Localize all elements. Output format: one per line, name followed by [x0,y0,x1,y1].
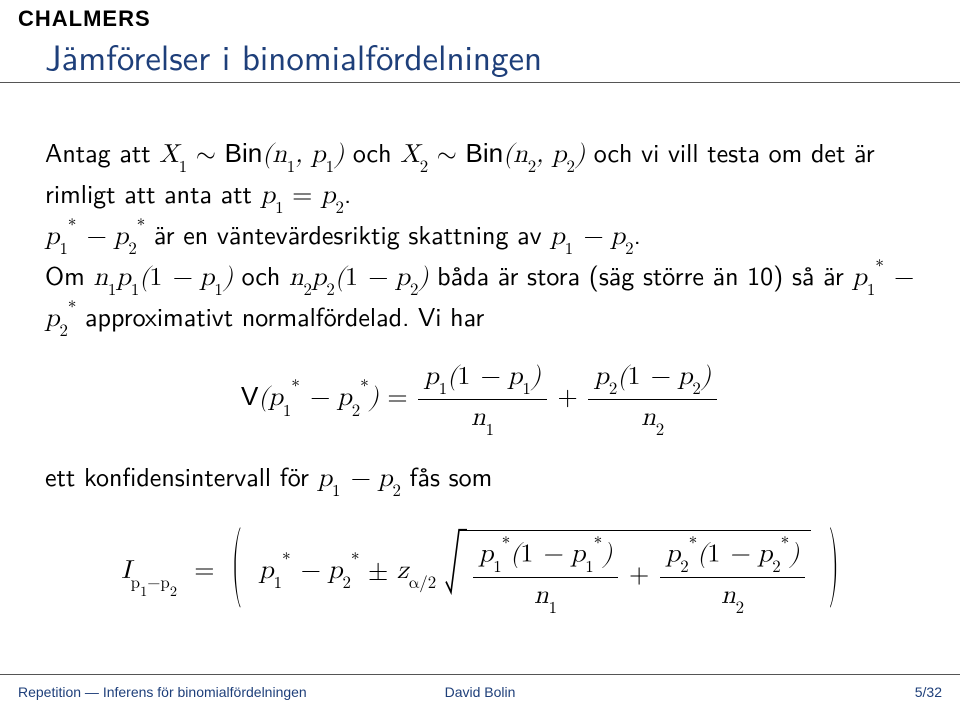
text: båda är stora (säg större än 10) så är [429,256,853,294]
math-inline: p1 − p2 [550,224,633,250]
text: och [233,256,289,294]
display-equation-interval: Ip1−p2 = ( p1∗ − p2∗ ± zα/2 p1∗(1 − p1∗)… [45,528,915,617]
math-inline: n1p1(1 − p1) [93,265,233,291]
text: . [344,174,351,212]
footer-right: 5/32 [915,684,942,700]
math-inline: p1 − p2 [318,466,401,492]
math-inline: p1∗ − p2∗ [45,224,145,250]
slide: CHALMERS Jämförelser i binomialfördelnin… [0,0,960,711]
text: fås som [401,457,492,495]
math-inline: X1 ∼ Bin(n1, p1) [159,142,344,168]
paragraph-3: Om n1p1(1 − p1) och n2p2(1 − p2) båda är… [45,258,915,340]
math-inline: p1 = p2 [261,183,344,209]
slide-title: Jämförelser i binomialfördelningen [45,30,542,81]
text: approximativt normalfördelad. Vi har [76,297,484,335]
footer-center: David Bolin [0,684,960,700]
text: ett konfidensintervall för [45,457,318,495]
text: är en väntevärdesriktig skattning av [145,215,550,253]
brand-logo: CHALMERS [18,6,151,32]
display-equation-variance: V(p1∗ − p2∗) = p1(1 − p1)n1 + p2(1 − p2)… [45,360,915,439]
paragraph-1: Antag att X1 ∼ Bin(n1, p1) och X2 ∼ Bin(… [45,135,915,217]
text: och [344,133,400,171]
footer: Repetition — Inferens för binomialfördel… [0,675,960,711]
math-inline: n2p2(1 − p2) [289,265,429,291]
paragraph-2: p1∗ − p2∗ är en väntevärdesriktig skattn… [45,217,915,258]
title-rule [0,82,960,83]
text: Om [45,256,93,294]
slide-body: Antag att X1 ∼ Bin(n1, p1) och X2 ∼ Bin(… [45,135,915,637]
math-inline: X2 ∼ Bin(n2, p2) [400,142,585,168]
text: . [634,215,641,253]
text: Antag att [45,133,159,171]
paragraph-4: ett konfidensintervall för p1 − p2 fås s… [45,459,915,500]
